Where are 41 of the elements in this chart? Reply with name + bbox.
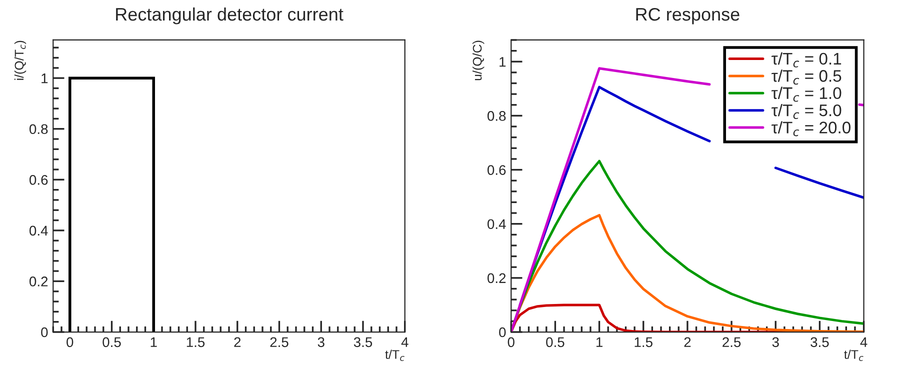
y-tick-label: 0	[41, 327, 48, 338]
x-tick-label: 3.5	[810, 337, 829, 348]
x-axis-title: t/T$_{c}$	[844, 350, 864, 361]
x-tick-label: 2.5	[270, 337, 288, 348]
x-tick-label: 1	[596, 337, 602, 347]
legend-label: τ/T$_{c}$ = 20.0	[772, 121, 850, 136]
y-tick-label: 0.8	[488, 111, 506, 121]
y-tick-label: 1	[500, 57, 506, 67]
x-tick-label: 4	[860, 337, 868, 347]
y-tick-label: 0.2	[30, 276, 48, 286]
x-tick-label: 3.5	[354, 337, 372, 348]
y-tick-label: 0.6	[488, 165, 506, 175]
y-tick-label: 0.8	[30, 124, 48, 134]
x-tick-label: 1	[150, 337, 157, 347]
x-tick-label: 0.5	[546, 337, 564, 348]
y-tick-label: 0.6	[30, 174, 48, 185]
x-axis-title: t/T$_{c}$	[385, 350, 404, 361]
x-tick-label: 0	[66, 337, 74, 348]
y-tick-label: 0.4	[488, 219, 506, 230]
x-tick-label: 3	[772, 337, 779, 348]
x-tick-label: 3	[318, 337, 324, 348]
y-tick-label: 1	[42, 74, 48, 84]
x-tick-label: 1.5	[186, 337, 205, 348]
y-axis-title: u/(Q/C)	[472, 40, 484, 80]
x-tick-label: 0	[508, 337, 514, 348]
legend-label: τ/T$_{c}$ = 0.1	[772, 52, 842, 68]
legend-label: τ/T$_{c}$ = 5.0	[772, 104, 842, 119]
x-tick-label: 2	[684, 337, 691, 347]
chart-title: RC response	[636, 8, 740, 24]
legend-label: τ/T$_{c}$ = 1.0	[772, 86, 842, 102]
x-tick-label: 0.5	[102, 337, 121, 348]
x-tick-label: 4	[401, 337, 408, 347]
x-tick-label: 2.5	[722, 337, 741, 348]
x-tick-label: 1.5	[634, 337, 652, 348]
y-tick-label: 0	[499, 327, 506, 338]
y-tick-label: 0.4	[30, 226, 48, 236]
y-axis-title: i/(Q/T$_{c}$)	[14, 40, 26, 80]
legend-label: τ/T$_{c}$ = 0.5	[772, 70, 842, 85]
x-tick-label: 2	[234, 337, 241, 347]
chart-title: Rectangular detector current	[116, 7, 344, 24]
y-tick-label: 0.2	[488, 273, 506, 284]
